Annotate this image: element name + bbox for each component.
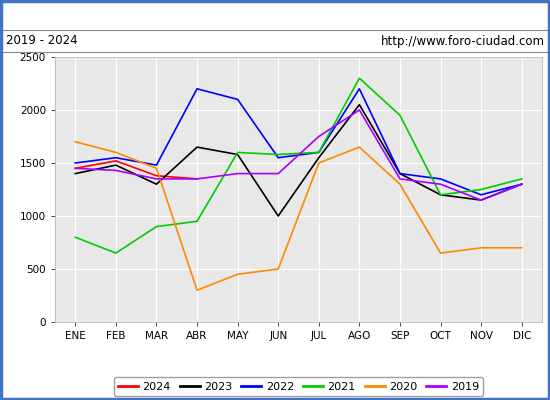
Text: Evolucion Nº Turistas Nacionales en el municipio de Membrilla: Evolucion Nº Turistas Nacionales en el m… [68,8,482,22]
Legend: 2024, 2023, 2022, 2021, 2020, 2019: 2024, 2023, 2022, 2021, 2020, 2019 [114,377,483,396]
Text: http://www.foro-ciudad.com: http://www.foro-ciudad.com [381,34,544,48]
Text: 2019 - 2024: 2019 - 2024 [6,34,77,48]
